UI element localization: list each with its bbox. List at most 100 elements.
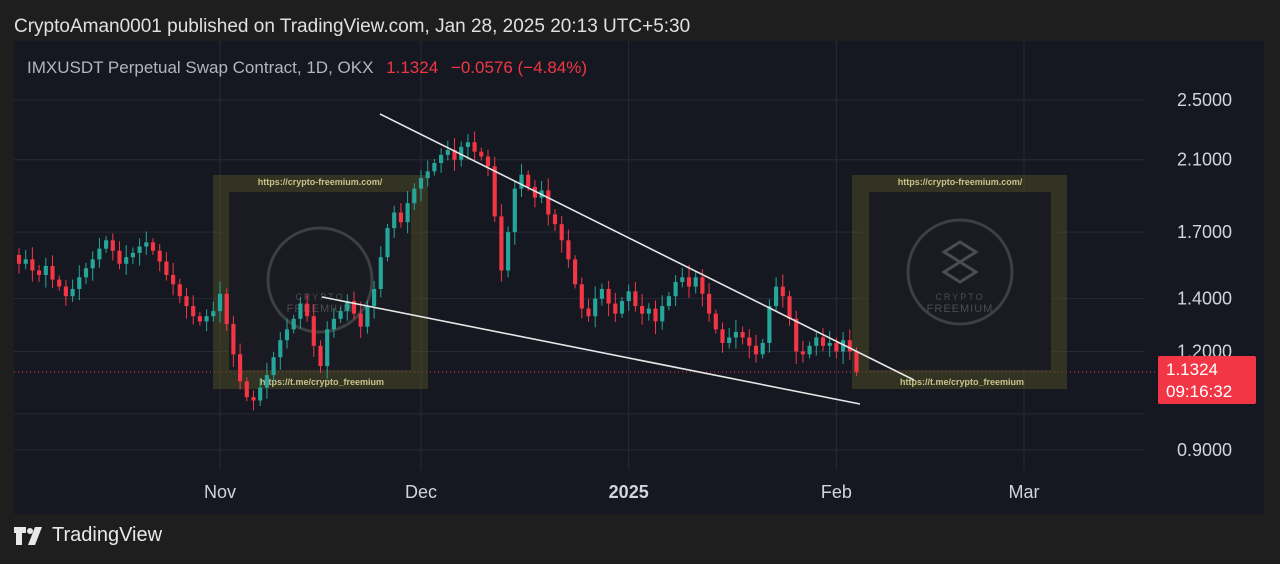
symbol-title: IMXUSDT Perpetual Swap Contract, 1D, OKX [27, 58, 374, 77]
candle [599, 283, 604, 306]
candle [211, 301, 216, 322]
candle [104, 236, 109, 253]
candle-body [90, 259, 95, 269]
candle [713, 309, 718, 334]
publisher-caption: CryptoAman0001 published on TradingView.… [14, 16, 691, 37]
candle [372, 280, 377, 319]
candle-body [358, 313, 363, 327]
candle [693, 271, 698, 294]
candle-body [258, 387, 263, 401]
candle [16, 248, 22, 274]
upper-trendline[interactable] [379, 113, 915, 381]
candle-body [171, 275, 176, 285]
candle-body [338, 311, 343, 319]
candle-body [666, 296, 671, 307]
candle [398, 203, 403, 228]
candle [740, 326, 745, 345]
candle-body [660, 306, 665, 322]
candle-body [559, 224, 564, 241]
candle [358, 301, 363, 338]
candle-body [150, 242, 156, 251]
candle [150, 238, 156, 255]
candle [37, 265, 42, 282]
candle-body [124, 257, 129, 264]
lower-trendline[interactable] [321, 296, 861, 405]
candle-body [512, 188, 517, 233]
candle-body [606, 288, 611, 304]
candle [439, 148, 444, 173]
candle [83, 262, 89, 285]
candle-body [311, 316, 316, 346]
candle-body [37, 270, 42, 275]
candle-body [680, 277, 685, 282]
candle [144, 231, 149, 255]
watermark-right-logo-line1: CRYPTO [935, 292, 984, 302]
candle-body [137, 246, 142, 253]
candle [130, 247, 135, 265]
candle-body [184, 296, 189, 307]
candle-body [727, 337, 732, 343]
candle [800, 340, 805, 363]
candle [566, 229, 571, 268]
candle-body [224, 293, 229, 325]
candle-body [284, 329, 290, 341]
watermark-right-bottom-url: https://t.me/crypto_freemium [900, 377, 1024, 387]
candle [305, 294, 310, 322]
candle [774, 277, 779, 312]
candle [485, 149, 491, 177]
candle-body [63, 286, 68, 297]
candle [814, 330, 819, 356]
candle [445, 140, 450, 161]
tradingview-footer[interactable]: TradingView [14, 524, 162, 547]
candle [385, 224, 390, 262]
candle-body [747, 337, 752, 346]
candle [338, 307, 343, 323]
candle-body [526, 174, 531, 187]
candle [325, 321, 330, 379]
candle [345, 294, 350, 321]
candle [499, 204, 504, 282]
candle [720, 322, 725, 353]
candle [479, 147, 484, 161]
candle [204, 309, 209, 332]
candle-body [700, 277, 705, 294]
candle-body [70, 288, 75, 297]
candle [552, 209, 558, 232]
candle [753, 334, 759, 363]
candle [77, 265, 82, 301]
watermark-left-logo-line2: FREEMIUM [287, 303, 354, 315]
candle-body [157, 250, 162, 262]
candle [238, 343, 243, 390]
candle [794, 310, 799, 365]
candle-body [291, 318, 296, 330]
candle [298, 296, 303, 329]
candle-body [351, 301, 357, 314]
candle [465, 134, 470, 160]
candle [559, 216, 564, 253]
candle-body [392, 212, 397, 229]
candle [124, 245, 129, 275]
candle-body [673, 281, 678, 297]
candle-body [552, 214, 558, 225]
candle [231, 315, 236, 367]
candle [351, 291, 357, 320]
candle-body [57, 279, 62, 287]
candle-body [733, 332, 738, 338]
y-tick-label: 2.1000 [1177, 150, 1232, 170]
candle [191, 295, 196, 325]
tradingview-brand: TradingView [52, 524, 163, 546]
candle-body [110, 240, 115, 251]
candle [90, 251, 95, 281]
x-tick-label: 2025 [609, 482, 649, 502]
symbol-legend: IMXUSDT Perpetual Swap Contract, 1D, OKX… [27, 58, 587, 78]
time-axis: Nov Dec 2025 Feb Mar [204, 482, 1040, 502]
candle [251, 390, 256, 411]
candle [707, 282, 712, 322]
candle [331, 308, 336, 338]
candle-body [418, 178, 424, 189]
x-tick-label: Dec [405, 482, 437, 502]
candle-body [499, 216, 504, 271]
candle-body [264, 375, 269, 388]
